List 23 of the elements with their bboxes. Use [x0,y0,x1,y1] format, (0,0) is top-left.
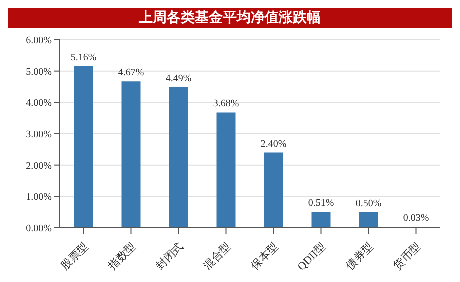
y-tick-label: 4.00% [26,98,52,110]
x-tick-label: 股票型 [59,240,91,273]
data-label: 0.50% [356,198,382,210]
data-label: 0.03% [403,213,430,224]
y-tick-label: 6.00% [26,36,52,47]
x-tick-label: 债券型 [343,240,376,273]
data-label: 2.40% [260,138,287,150]
data-label: 4.67% [118,68,144,79]
data-label: 4.49% [166,73,192,84]
chart-title: 上周各类基金平均净值涨跌幅 [8,8,452,28]
y-tick-label: 1.00% [26,192,52,204]
data-label: 3.68% [213,98,240,110]
x-tick-label: 封闭式 [153,240,186,273]
data-label: 5.16% [70,52,97,64]
data-label: 0.51% [308,198,334,210]
y-tick-label: 5.00% [26,66,52,78]
x-tick-label: 指数型 [106,240,138,274]
x-tick-label: 货币型 [390,240,424,273]
y-tick-label: 0.00% [26,224,52,235]
y-tick-label: 2.00% [26,160,52,172]
x-tick-label: 保本型 [248,240,281,273]
x-tick-label: 混合型 [200,240,234,273]
y-tick-label: 3.00% [26,130,52,141]
